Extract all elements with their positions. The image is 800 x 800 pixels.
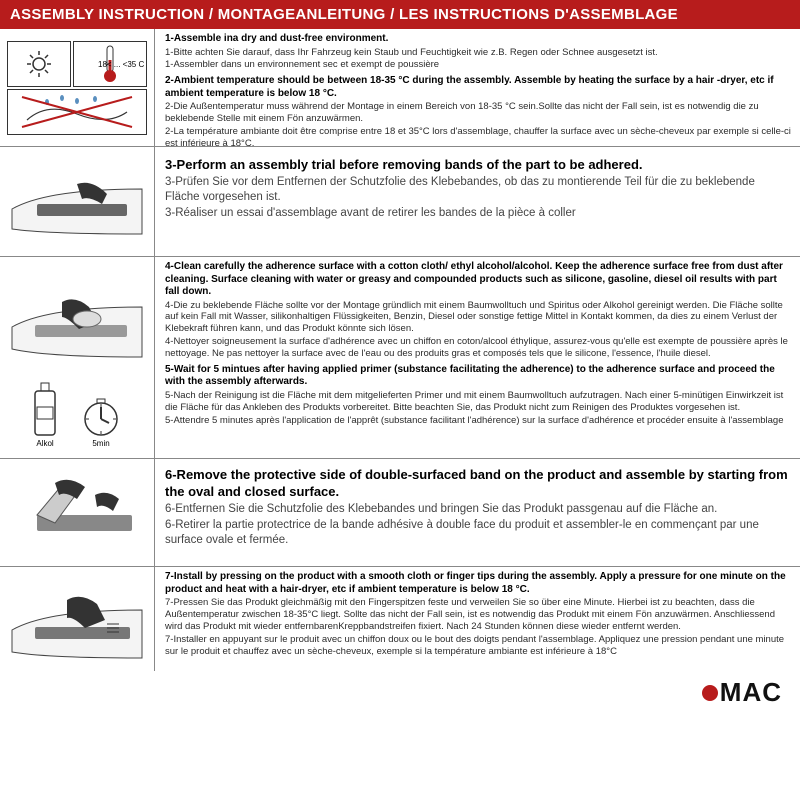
trial-fit-icon [7,154,147,249]
icon-press [0,567,155,671]
no-moisture-icon [7,89,147,135]
sun-icon [7,41,71,87]
step7-de: 7-Pressen Sie das Produkt gleichmäßig mi… [165,597,792,633]
text-6: 6-Remove the protective side of double-s… [155,459,800,566]
step6-de: 6-Entfernen Sie die Schutzfolie des Kleb… [165,502,792,517]
temp-range-label: 18< ... <35 C [98,60,144,69]
step5-en: 5-Wait for 5 mintues after having applie… [165,364,792,389]
step3-en: 3-Perform an assembly trial before remov… [165,157,792,174]
icon-env-temp: 18< ... <35 C [0,29,155,146]
step4-en: 4-Clean carefully the adherence surface … [165,261,792,299]
step6-fr: 6-Retirer la partie protectrice de la ba… [165,518,792,548]
step6-en: 6-Remove the protective side of double-s… [165,467,792,501]
brand-logo: MAC [702,677,782,708]
step5-fr: 5-Attendre 5 minutes après l'application… [165,415,792,427]
alcohol-label: Alkol [31,439,59,448]
step1-de: 1-Bitte achten Sie darauf, dass Ihr Fahr… [165,47,792,59]
section-4-5: Alkol 5min 4-Clean carefully the adheren… [0,257,800,459]
logo-text: MAC [720,677,782,708]
step1-fr: 1-Assembler dans un environnement sec et… [165,59,792,71]
step2-en: 2-Ambient temperature should be between … [165,75,792,100]
icon-clean-primer: Alkol 5min [0,257,155,458]
peel-tape-icon [7,465,147,560]
step3-fr: 3-Réaliser un essai d'assemblage avant d… [165,206,792,221]
step7-en: 7-Install by pressing on the product wit… [165,571,792,596]
header-title: ASSEMBLY INSTRUCTION / MONTAGEANLEITUNG … [0,0,800,29]
step4-de: 4-Die zu beklebende Fläche sollte vor de… [165,300,792,336]
icon-trial [0,147,155,256]
text-4-5: 4-Clean carefully the adherence surface … [155,257,800,458]
section-3: 3-Perform an assembly trial before remov… [0,147,800,257]
text-3: 3-Perform an assembly trial before remov… [155,147,800,256]
section-6: 6-Remove the protective side of double-s… [0,459,800,567]
cleaning-icon [7,267,147,377]
text-7: 7-Install by pressing on the product wit… [155,567,800,671]
press-install-icon [7,572,147,667]
section-1-2: 18< ... <35 C 1-Assemble ina dry and dus… [0,29,800,147]
logo-dot-icon [702,685,718,701]
step2-de: 2-Die Außentemperatur muss während der M… [165,101,792,125]
text-1-2: 1-Assemble ina dry and dust-free environ… [155,29,800,146]
alcohol-bottle-icon: Alkol [31,381,59,448]
step3-de: 3-Prüfen Sie vor dem Entfernen der Schut… [165,175,792,205]
step5-de: 5-Nach der Reinigung ist die Fläche mit … [165,390,792,414]
icon-peel [0,459,155,566]
section-7: 7-Install by pressing on the product wit… [0,567,800,671]
step4-fr: 4-Nettoyer soigneusement la surface d'ad… [165,336,792,360]
timer-icon: 5min [79,395,123,448]
step7-fr: 7-Installer en appuyant sur le produit a… [165,634,792,658]
thermometer-icon: 18< ... <35 C [73,41,147,87]
step1-en: 1-Assemble ina dry and dust-free environ… [165,33,792,46]
footer: MAC [0,671,800,712]
timer-label: 5min [79,439,123,448]
